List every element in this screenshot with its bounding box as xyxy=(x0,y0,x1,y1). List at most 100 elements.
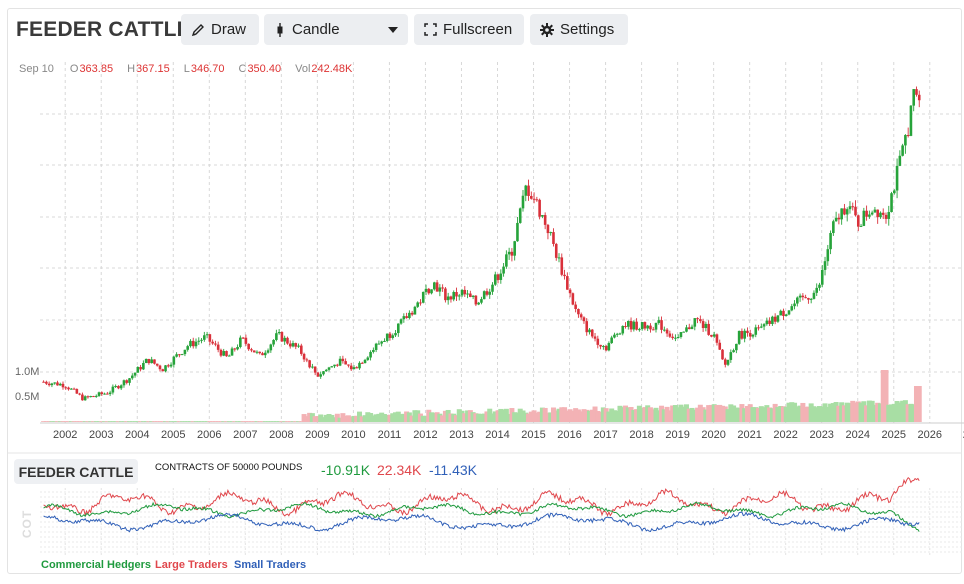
candle-body xyxy=(629,320,633,330)
legend-small[interactable]: Small Traders xyxy=(234,559,307,571)
candle-body xyxy=(726,359,730,365)
candle-body xyxy=(92,396,95,398)
x-axis-tick-label: 2009 xyxy=(305,429,330,441)
chart-type-select[interactable]: Candle xyxy=(264,14,408,45)
candle-body xyxy=(593,336,597,339)
candle-body xyxy=(870,212,874,215)
volume-bar xyxy=(415,410,421,422)
candle-body xyxy=(516,222,519,242)
candle-body xyxy=(283,337,286,342)
volume-bar xyxy=(151,421,157,422)
fullscreen-button[interactable]: Fullscreen xyxy=(414,14,524,45)
volume-bar xyxy=(512,412,518,422)
open-value: 363.85 xyxy=(79,63,114,75)
candle-body xyxy=(613,334,616,338)
volume-bar xyxy=(634,409,640,422)
volume-bar xyxy=(476,413,482,422)
volume-bar xyxy=(531,410,537,422)
legend-large[interactable]: Large Traders xyxy=(155,559,228,571)
volume-bar xyxy=(453,415,459,422)
volume-bar xyxy=(548,412,554,422)
legend-commercial[interactable]: Commercial Hedgers xyxy=(41,559,152,571)
cot-large-line xyxy=(43,476,920,517)
volume-bar xyxy=(645,405,651,422)
volume-bar xyxy=(445,409,451,422)
candle-body xyxy=(505,254,508,267)
candle-body xyxy=(117,385,120,389)
candle-body xyxy=(743,330,746,339)
volume-bar xyxy=(104,421,110,422)
x-axis-tick-label: 2002 xyxy=(52,429,78,441)
volume-bar xyxy=(334,413,340,422)
cot-large-value: 22.34K xyxy=(377,462,422,478)
candle-body xyxy=(837,217,841,220)
candle-body xyxy=(183,349,187,355)
candle-body xyxy=(704,323,708,329)
candle-body xyxy=(119,385,123,389)
draw-button[interactable]: Draw xyxy=(181,14,259,45)
volume-bar xyxy=(891,403,897,422)
candle-body xyxy=(527,185,530,196)
candle-body xyxy=(239,337,242,347)
candle-body xyxy=(169,364,173,367)
draw-label: Draw xyxy=(211,21,247,38)
candle-body xyxy=(854,206,857,216)
volume-bar xyxy=(74,421,80,422)
volume-bar xyxy=(412,410,418,422)
volume-bar xyxy=(670,405,676,422)
candle-body xyxy=(665,329,669,334)
candle-body xyxy=(754,327,758,335)
candle-body xyxy=(560,257,564,275)
volume-bar xyxy=(210,421,216,422)
volume-bar xyxy=(431,412,437,422)
volume-bar xyxy=(900,400,906,422)
candle-body xyxy=(768,320,771,324)
volume-bar xyxy=(138,421,144,422)
volume-bar xyxy=(816,406,822,422)
candle-body xyxy=(901,145,904,156)
candle-body xyxy=(333,364,336,367)
volume-bar xyxy=(304,416,310,422)
volume-bar xyxy=(539,407,545,422)
page-title: FEEDER CATTLE xyxy=(16,18,191,41)
candle-body xyxy=(222,351,226,356)
candle-body xyxy=(424,288,428,292)
candle-body xyxy=(106,393,109,395)
volume-bar xyxy=(902,400,908,422)
settings-button[interactable]: Settings xyxy=(530,14,628,45)
candle-body xyxy=(45,381,48,384)
volume-bar xyxy=(905,404,911,422)
candle-body xyxy=(147,358,151,364)
volume-bar xyxy=(678,404,684,422)
volume-bar xyxy=(586,410,592,422)
candle-body xyxy=(233,348,237,350)
candle-body xyxy=(433,282,436,290)
volume-bar xyxy=(753,407,759,422)
candle-body xyxy=(879,212,882,218)
candle-body xyxy=(518,208,522,223)
cot-small-value: -11.43K xyxy=(429,462,477,478)
candle-body xyxy=(859,225,863,227)
volume-bar xyxy=(778,405,784,422)
candle-body xyxy=(474,295,478,305)
volume-bar xyxy=(127,421,133,422)
volume-bar xyxy=(514,412,520,422)
x-axis-tick-label: 2008 xyxy=(269,429,294,441)
candle-body xyxy=(524,185,528,196)
candle-body xyxy=(300,345,303,354)
candle-body xyxy=(410,312,414,315)
candle-body xyxy=(142,363,145,370)
candle-body xyxy=(552,232,555,244)
candle-body xyxy=(421,291,425,303)
candle-body xyxy=(372,349,375,352)
candle-body xyxy=(848,206,852,210)
candle-body xyxy=(111,386,115,393)
volume-bar xyxy=(805,406,811,422)
candle-body xyxy=(579,314,583,318)
gear-icon xyxy=(540,22,554,37)
volume-bar xyxy=(556,408,562,422)
candle-body xyxy=(164,365,167,372)
candle-body xyxy=(663,329,666,331)
candle-body xyxy=(568,289,572,294)
